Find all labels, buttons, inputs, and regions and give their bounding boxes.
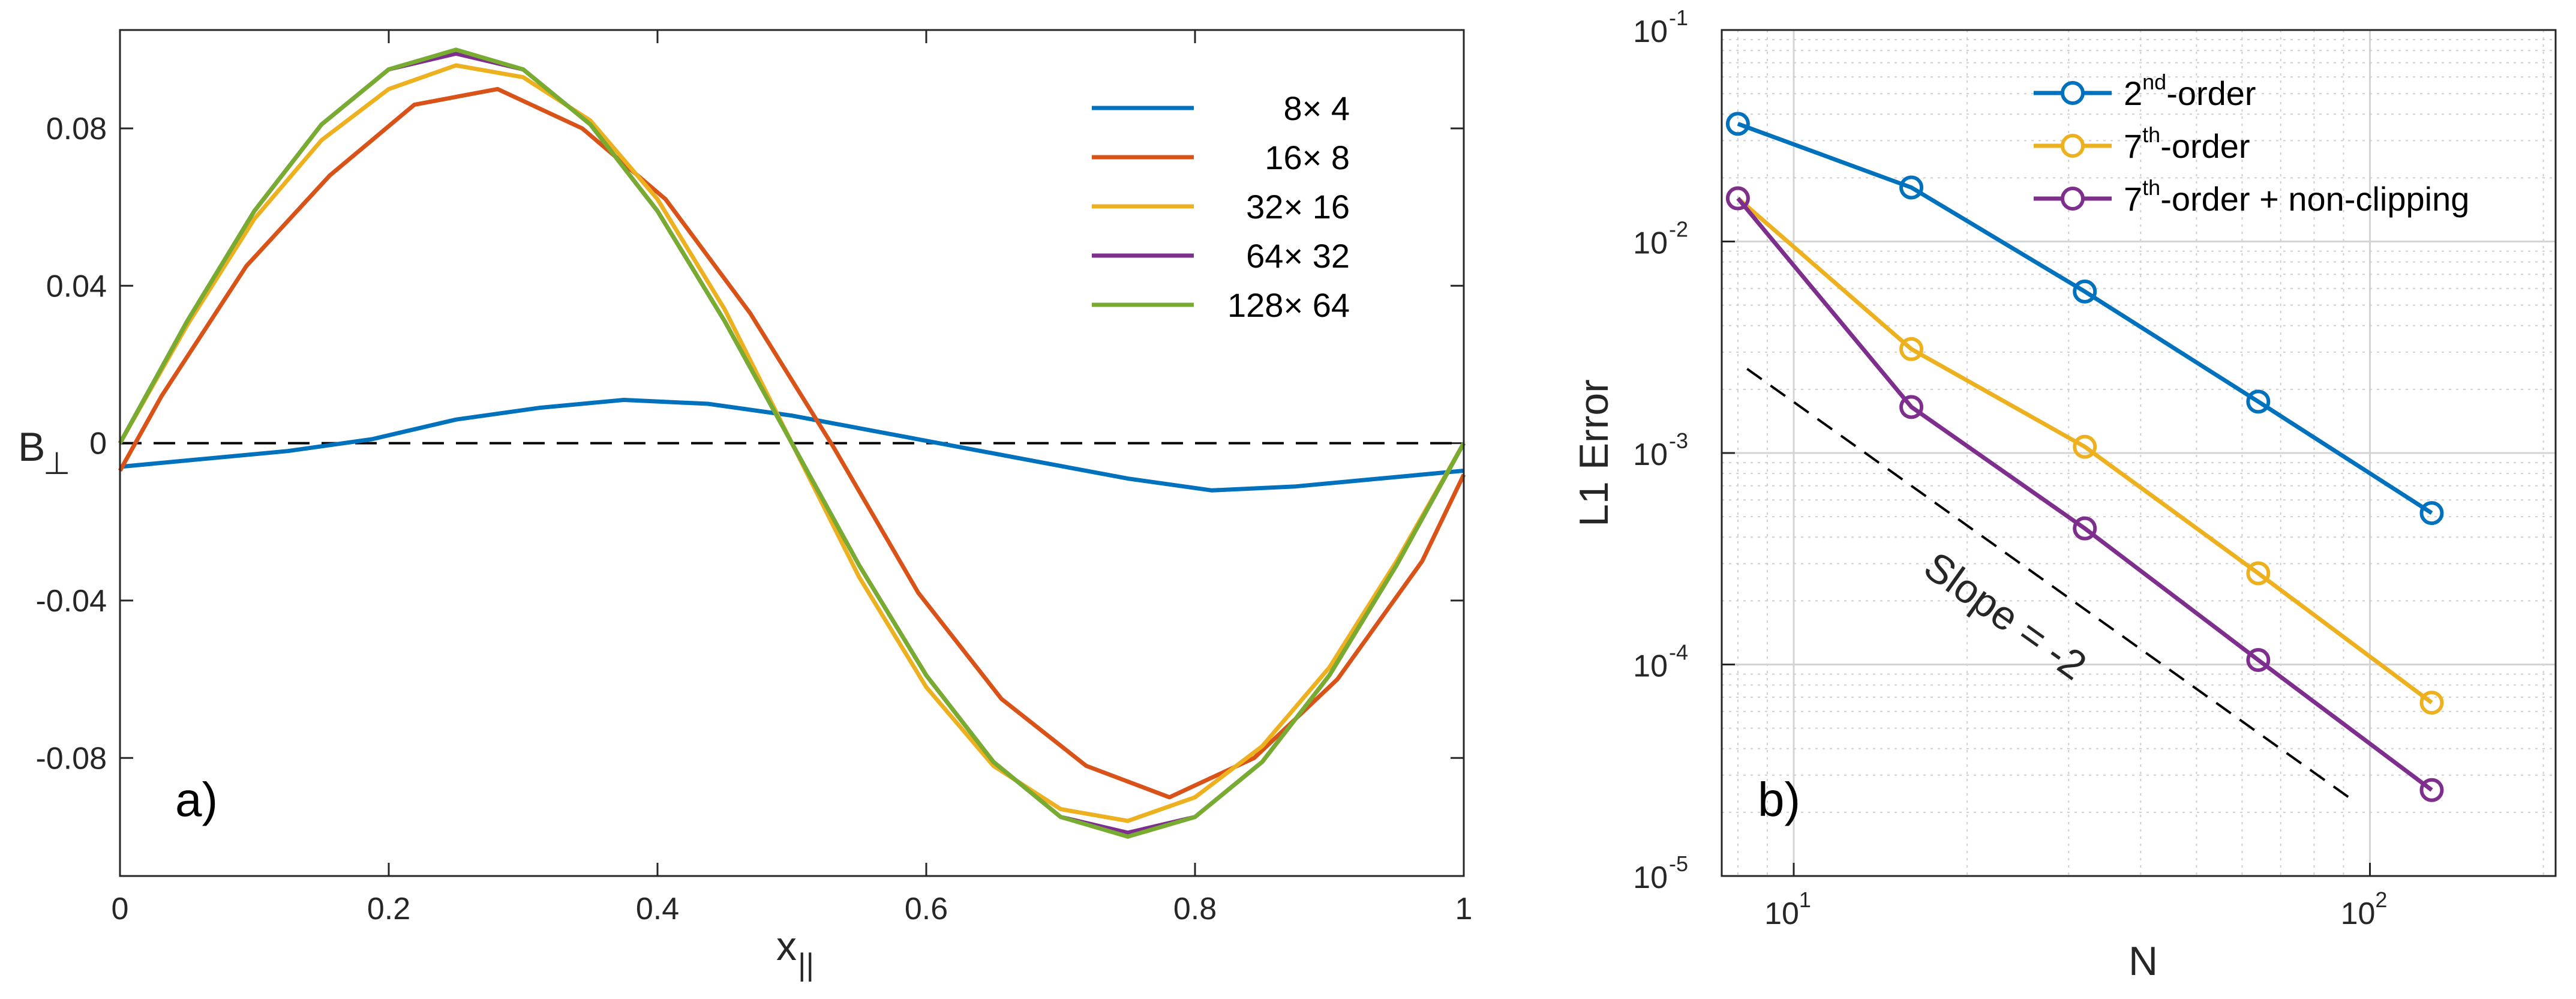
panel-a-legend-label-16-8: 16× 8 [1265, 139, 1350, 176]
panel-b-marker-7th-order [1899, 337, 1924, 361]
panel-b-xlabel: N [2128, 938, 2158, 984]
panel-b-series-group [1725, 112, 2444, 802]
panel-a-ylabel-sub: ⊥ [43, 446, 70, 481]
panel-b-marker-7th-order [2246, 561, 2271, 586]
panel-b-legend-marker-7th-order [2061, 134, 2085, 158]
panel-b-ytick-exponent: -4 [1669, 640, 1688, 665]
panel-a-line-chart: 0 0.2 0.4 0.6 0.8 1 0.08 0.04 0 -0.04 -0.08 8× 4 16… [18, 29, 1472, 982]
panel-b-marker-7th-order [2419, 691, 2444, 715]
panel-a-series-8-4 [119, 398, 1464, 493]
panel-b-marker-7th-order-non-clipping [1899, 395, 1924, 419]
panel-a-xtick-label: 0.4 [636, 892, 679, 926]
panel-a-legend-label-128-64: 128× 64 [1227, 286, 1350, 324]
panel-a-legend-label-32-16: 32× 16 [1246, 188, 1350, 226]
panel-b-label: b) [1758, 773, 1800, 826]
panel-b-marker-7th-order-non-clipping [2073, 516, 2097, 541]
panel-b-series-7th-order [1736, 196, 2433, 704]
panel-b-marker-2nd-order [1899, 175, 1924, 200]
panel-b-marker-2nd-order [1725, 112, 1750, 136]
panel-b-xtick-exponent: 2 [2375, 887, 2387, 912]
panel-b-xtick-label: 102 [2341, 887, 2388, 931]
panel-b-ytick-label: 10 [1633, 226, 1668, 261]
panel-b-legend-marker-2nd-order [2061, 81, 2085, 105]
panel-b-legend-label-7th-order-non-clipping: 7th-order + non-clipping [2124, 175, 2469, 218]
panel-b-xtick-label: 101 [1764, 887, 1811, 931]
panel-a-ytick-label: 0 [89, 427, 107, 461]
panel-b-legend-marker-7th-order-non-clipping [2061, 187, 2085, 211]
panel-a-ticks: 0 0.2 0.4 0.6 0.8 1 0.08 0.04 0 -0.04 -0.08 [35, 30, 1472, 926]
panel-a-series-group [118, 47, 1466, 839]
panel-a-label: a) [175, 773, 218, 826]
panel-a-ytick-label: -0.04 [35, 584, 107, 619]
panel-b-marker-2nd-order [2419, 501, 2444, 526]
panel-a-series-16-8 [118, 86, 1466, 800]
panel-b-ytick-label: 10 [1633, 649, 1668, 684]
panel-a-legend-label-64-32: 64× 32 [1246, 237, 1350, 275]
panel-a-xtick-label: 0.2 [367, 892, 410, 926]
panel-a-plot-area [120, 30, 1464, 876]
panel-b-ylabel: L1 Error [1571, 379, 1617, 527]
panel-b-ytick-exponent: -1 [1669, 5, 1688, 30]
panel-b-marker-7th-order-non-clipping [2419, 778, 2444, 802]
panel-b-ytick-label: 10 [1633, 860, 1668, 895]
panel-b-marker-2nd-order [2073, 279, 2097, 304]
panel-b-series-2nd-order [1737, 122, 2433, 515]
panel-b-ytick-label: 10 [1633, 14, 1668, 49]
panel-a-xtick-label: 0.6 [905, 892, 948, 926]
panel-a-ytick-label: 0.08 [46, 112, 107, 146]
panel-b-legend: 2nd-order 7th-order 7th-order + non-clippi… [2034, 70, 2469, 218]
panel-b-ytick-exponent: -5 [1669, 851, 1688, 876]
panel-b-marker-2nd-order [2246, 389, 2271, 414]
panel-b-marker-7th-order-non-clipping [2246, 648, 2271, 673]
panel-b-ytick-exponent: -3 [1669, 428, 1688, 453]
panel-a-ylabel: B [18, 424, 45, 470]
panel-a-xlabel-sub: || [798, 947, 814, 982]
panel-a-legend-label-8-4: 8× 4 [1283, 89, 1350, 127]
panel-a-ytick-label: -0.08 [35, 741, 107, 776]
panel-b-legend-label-7th-order: 7th-order [2124, 122, 2250, 165]
panel-a-legend: 8× 4 16× 8 32× 16 64× 32 128× 64 [1092, 89, 1350, 324]
panel-a-xtick-label: 1 [1455, 892, 1473, 926]
panel-a-xtick-label: 0.8 [1173, 892, 1217, 926]
panel-b-slope-reference-line [1746, 368, 2350, 799]
panel-b-plot-border [1721, 29, 2557, 877]
panel-b-series-7th-order-non-clipping [1736, 197, 2433, 792]
panel-b-ytick-exponent: -2 [1669, 217, 1688, 242]
panel-a-series-128-64 [118, 47, 1466, 839]
panel-b-legend-label-2nd-order: 2nd-order [2124, 70, 2256, 112]
panel-b-xtick-exponent: 1 [1799, 887, 1811, 912]
panel-b-grid [1722, 30, 2556, 877]
panel-a-plot-border [119, 29, 1465, 877]
panel-b-ytick-label: 10 [1633, 437, 1668, 472]
panel-b-marker-7th-order [2073, 434, 2097, 459]
panel-a-xlabel: x [776, 923, 797, 969]
panel-a-ytick-label: 0.04 [46, 269, 107, 304]
panel-b-marker-7th-order-non-clipping [1725, 186, 1750, 211]
panel-a-xtick-label: 0 [112, 892, 129, 926]
